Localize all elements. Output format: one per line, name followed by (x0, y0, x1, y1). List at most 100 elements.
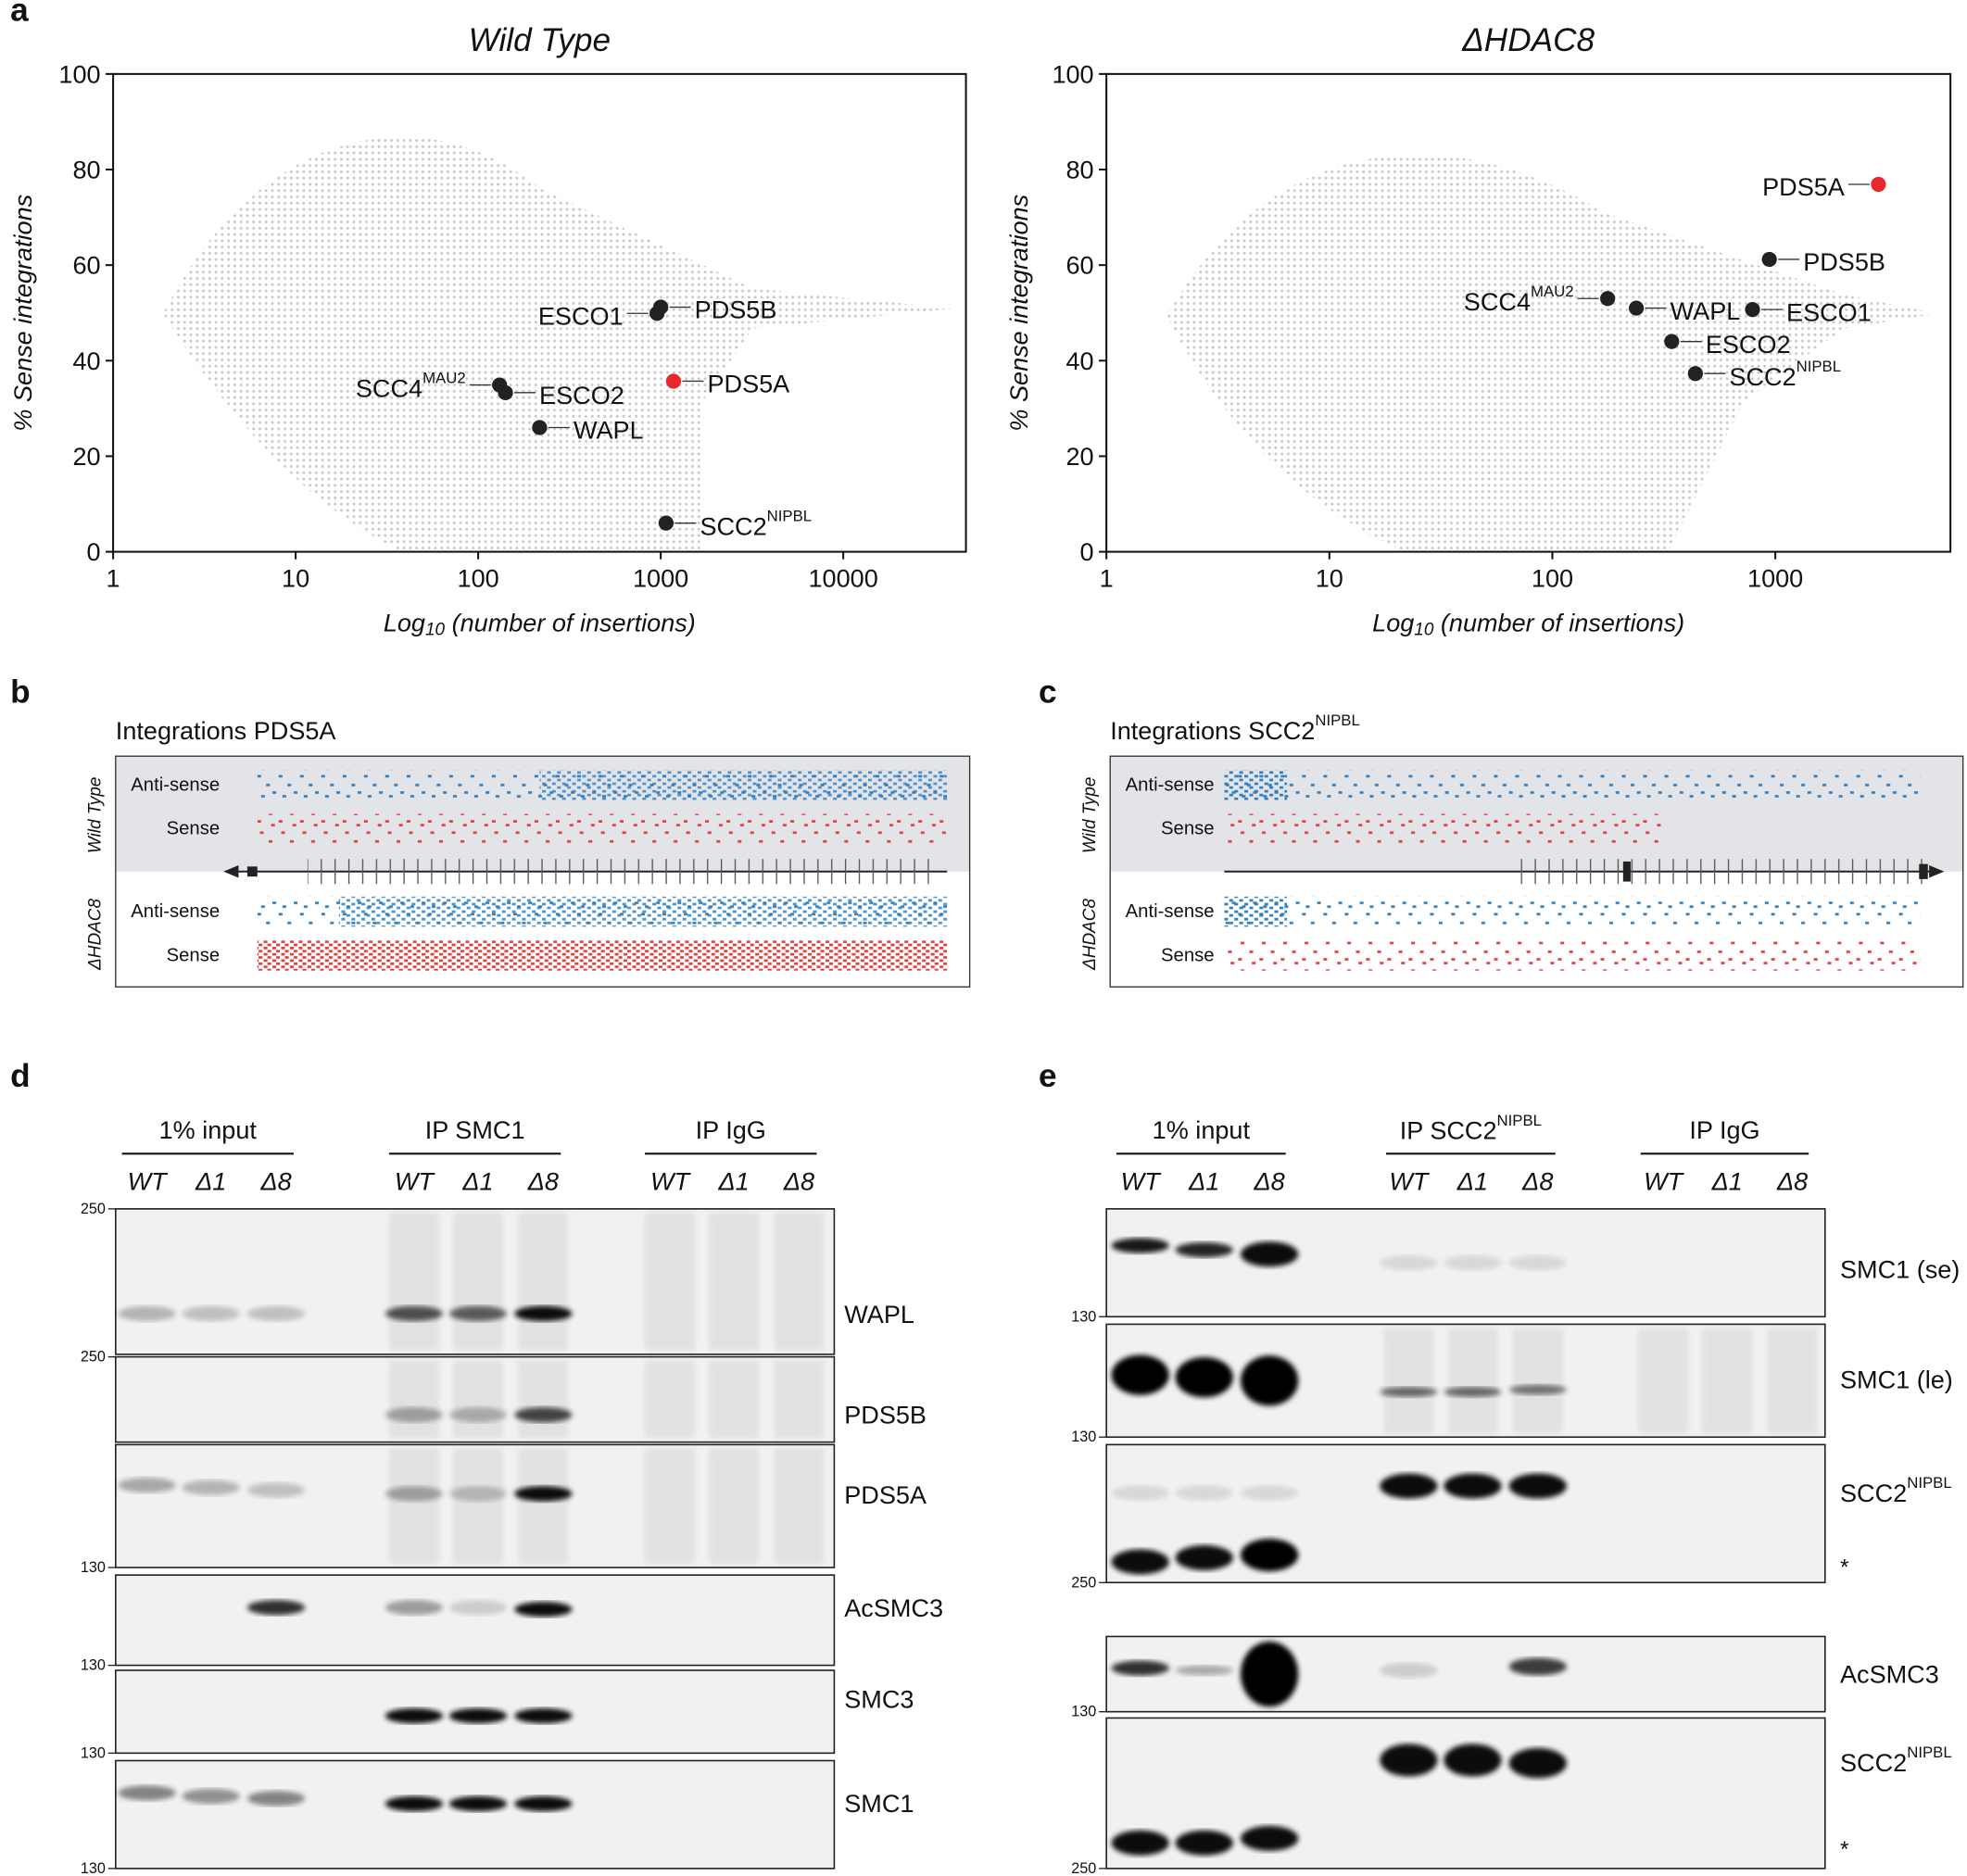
y-tick-label: 0 (86, 537, 100, 566)
x-axis-label-part: Log (1372, 608, 1414, 636)
smear (518, 1212, 569, 1351)
track-box (1109, 755, 1964, 988)
band (385, 1708, 444, 1724)
row-label: Anti-sense (1126, 901, 1215, 922)
mw-marker: 130 (81, 1657, 106, 1674)
blot (1105, 1635, 1826, 1713)
y-tick-label: 80 (72, 156, 100, 184)
exons (1511, 859, 1926, 885)
band (514, 1708, 573, 1724)
blot-label: WAPL (844, 1300, 914, 1328)
point (665, 373, 682, 389)
band (1380, 1473, 1438, 1499)
mw-marker: 130 (81, 1559, 106, 1576)
track (257, 813, 948, 844)
smear (1383, 1328, 1434, 1434)
band (448, 1600, 508, 1616)
smear (709, 1212, 760, 1351)
smear (645, 1360, 696, 1439)
band (1380, 1662, 1438, 1679)
band (1380, 1744, 1438, 1777)
smear (452, 1360, 504, 1439)
band (1240, 1825, 1299, 1851)
point (1761, 251, 1777, 268)
point-label: ESCO2 (1706, 330, 1791, 359)
track (1224, 896, 1288, 927)
blot-label-sup: NIPBL (1907, 1743, 1951, 1760)
track (1224, 770, 1921, 800)
point-label: PDS5A (707, 370, 789, 398)
band (1175, 1485, 1233, 1501)
x-tick-label: 1 (107, 564, 120, 593)
lane-label: Δ8 (1776, 1167, 1808, 1196)
x-axis-label-part: (number of insertions) (445, 608, 696, 636)
y-tick-label: 20 (72, 442, 100, 471)
band (385, 1795, 444, 1812)
point-label-sup: NIPBL (1797, 358, 1841, 375)
point-label-part: SCC2 (1729, 361, 1796, 390)
lane-label: Δ8 (1521, 1167, 1553, 1196)
smear (1447, 1328, 1498, 1434)
lane-label: Δ1 (1188, 1167, 1219, 1196)
lane-label: WT (1121, 1167, 1163, 1196)
smear (518, 1360, 569, 1439)
point-label: PDS5A (1762, 172, 1845, 201)
y-tick-label: 60 (72, 251, 100, 280)
star: * (1840, 1837, 1849, 1862)
band (1240, 1641, 1299, 1707)
point (1600, 291, 1616, 307)
band (1444, 1744, 1502, 1777)
point-label: WAPL (574, 416, 644, 445)
smear (388, 1212, 440, 1351)
plot-frame (112, 72, 967, 553)
band (1111, 1238, 1169, 1253)
blot (114, 1574, 836, 1667)
track-title-part: Integrations SCC2 (1110, 715, 1315, 744)
point (1745, 301, 1760, 318)
lane-label: WT (650, 1167, 692, 1196)
y-axis-label: % Sense integrations (8, 195, 37, 432)
exon (1919, 863, 1928, 879)
panel-letter: c (1039, 674, 1057, 711)
point-label: WAPL (1671, 296, 1741, 325)
x-tick-label: 1000 (633, 564, 688, 593)
band (448, 1407, 508, 1423)
blot-label: SMC1 (le) (1840, 1365, 1953, 1393)
band (448, 1708, 508, 1724)
row-label: Anti-sense (131, 901, 220, 922)
blot-label: SMC1 (se) (1840, 1254, 1960, 1283)
row-label: Sense (167, 945, 221, 965)
x-tick-label: 10 (282, 564, 309, 593)
lane-label: Δ8 (1254, 1167, 1285, 1196)
lane-label: WT (1644, 1167, 1685, 1196)
x-tick-label: 1000 (1747, 564, 1803, 593)
lane-label: WT (1389, 1167, 1431, 1196)
point (658, 515, 675, 531)
track (539, 770, 948, 800)
track (338, 896, 948, 927)
smear (709, 1448, 760, 1564)
point (1871, 176, 1886, 193)
band (182, 1479, 240, 1495)
track (1224, 940, 1921, 971)
band (1240, 1485, 1299, 1501)
smear (1512, 1328, 1563, 1434)
exon (246, 866, 258, 877)
point-label: ESCO1 (538, 301, 624, 330)
x-tick-label: 10000 (809, 564, 878, 593)
lane-label: Δ1 (1456, 1167, 1488, 1196)
point (1687, 366, 1703, 382)
plot-frame (1105, 72, 1952, 553)
band (385, 1600, 444, 1616)
lane-group: 1% input (1153, 1115, 1251, 1144)
row-label: Anti-sense (131, 774, 220, 795)
band (246, 1482, 306, 1498)
x-axis-label-part: Log (384, 608, 425, 636)
mw-marker: 130 (81, 1744, 106, 1761)
point (1664, 334, 1680, 349)
band (1175, 1544, 1233, 1570)
lane-label: Δ8 (259, 1167, 291, 1196)
point-label: SCC4MAU2 (356, 369, 466, 402)
blot-label-part: SCC2 (1840, 1747, 1907, 1776)
smear (518, 1448, 569, 1564)
